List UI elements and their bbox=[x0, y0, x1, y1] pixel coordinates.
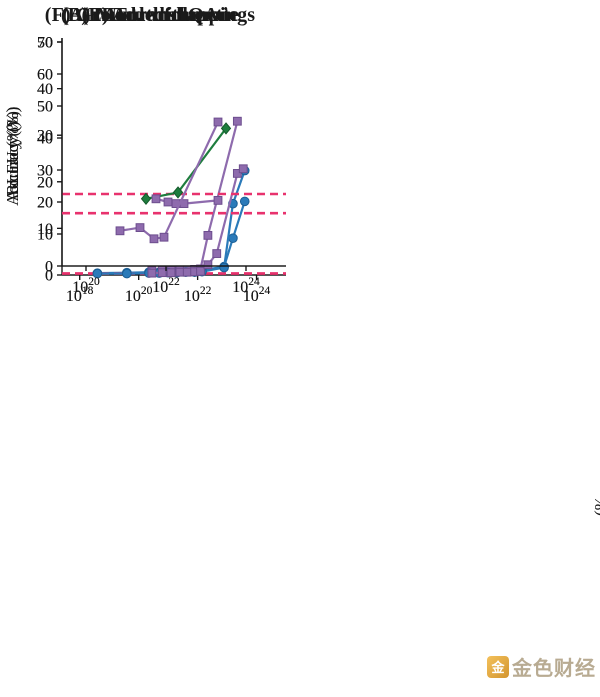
y-tick-label: 20 bbox=[37, 174, 53, 191]
jinse-watermark: 金 金色财经 bbox=[487, 652, 596, 681]
cropped-neighbor-panel-fragment: (% bbox=[591, 496, 600, 516]
cropped-ylabel-text: (% bbox=[591, 496, 600, 516]
y-tick-label: 10 bbox=[37, 227, 53, 244]
data-point-circle bbox=[122, 268, 132, 279]
y-axis-label: Accuracy (%) bbox=[3, 107, 22, 202]
data-point-square bbox=[196, 266, 205, 276]
y-tick-label: 10 bbox=[37, 221, 53, 238]
y-tick-label: 30 bbox=[37, 128, 53, 145]
y-tick-label: 70 bbox=[37, 35, 53, 52]
data-point-diamond bbox=[140, 192, 152, 205]
x-tick-label: 1020 bbox=[125, 285, 153, 305]
y-tick-label: 30 bbox=[37, 163, 53, 180]
x-tick-label: 1020 bbox=[125, 285, 153, 305]
data-point-square bbox=[149, 234, 159, 244]
data-point-square bbox=[135, 223, 145, 232]
x-tick-label: 1020 bbox=[72, 276, 100, 296]
y-tick-label: 50 bbox=[37, 35, 53, 52]
y-tick-label: 50 bbox=[37, 99, 53, 116]
x-tick-label: 1022 bbox=[184, 285, 212, 305]
y-axis-label: Accuracy (%) bbox=[3, 111, 22, 206]
y-axis-label: BLEU (%) bbox=[3, 121, 22, 195]
data-point-square bbox=[166, 268, 176, 278]
x-tick-label: 1018 bbox=[66, 285, 94, 305]
data-point-square bbox=[212, 249, 222, 258]
data-point-square bbox=[159, 232, 169, 242]
y-tick-label: 10 bbox=[37, 221, 53, 238]
data-point-square bbox=[157, 268, 167, 278]
y-axis-label: Accuracy (%) bbox=[3, 107, 22, 202]
x-tick-label: 1024 bbox=[243, 285, 271, 305]
data-point-square bbox=[232, 116, 242, 126]
x-tick-label: 1024 bbox=[243, 285, 271, 305]
jinse-logo-icon: 金 bbox=[487, 655, 509, 678]
x-tick-label: 1022 bbox=[152, 276, 180, 296]
x-tick-label: 1022 bbox=[152, 276, 180, 296]
y-tick-label: 60 bbox=[37, 67, 53, 84]
panel-b-title: (B) IPA transliterate bbox=[60, 4, 240, 26]
data-point-square bbox=[203, 260, 213, 270]
y-tick-label: 0 bbox=[45, 268, 53, 285]
data-point-square bbox=[151, 194, 161, 204]
y-tick-label: 60 bbox=[37, 67, 53, 84]
y-tick-label: 0 bbox=[45, 259, 53, 276]
data-point-diamond bbox=[220, 122, 232, 135]
y-tick-label: 20 bbox=[37, 174, 53, 191]
y-tick-label: 40 bbox=[37, 81, 53, 98]
y-tick-label: 50 bbox=[37, 35, 53, 52]
x-tick-label: 1020 bbox=[72, 276, 100, 296]
watermark-brand-text: 金色财经 bbox=[512, 656, 596, 680]
data-point-square bbox=[213, 196, 223, 205]
x-tick-label: 1018 bbox=[66, 285, 94, 305]
data-point-circle bbox=[92, 268, 103, 279]
y-tick-label: 70 bbox=[37, 35, 53, 52]
data-point-square bbox=[147, 268, 157, 278]
y-tick-label: 40 bbox=[37, 81, 53, 98]
y-tick-label: 30 bbox=[37, 128, 53, 145]
y-tick-label: 40 bbox=[37, 131, 53, 148]
x-tick-label: 1022 bbox=[184, 285, 212, 305]
y-tick-label: 30 bbox=[37, 163, 53, 180]
data-point-square bbox=[213, 117, 223, 127]
data-point-circle bbox=[239, 196, 250, 207]
y-tick-label: 50 bbox=[37, 99, 53, 116]
y-tick-label: 0 bbox=[45, 268, 53, 285]
data-point-square bbox=[115, 226, 125, 236]
x-tick-label: 1024 bbox=[232, 276, 260, 296]
data-point-square bbox=[238, 164, 248, 174]
panel-a-title: (A) Mod. arithmetic bbox=[62, 4, 238, 26]
data-point-circle bbox=[219, 262, 229, 273]
y-tick-label: 40 bbox=[37, 131, 53, 148]
panel-f-title: (F) Grounded mappings bbox=[44, 4, 256, 26]
data-point-square bbox=[203, 230, 213, 240]
y-tick-label: 10 bbox=[37, 227, 53, 244]
x-tick-label: 1024 bbox=[232, 276, 260, 296]
y-tick-label: 20 bbox=[37, 195, 53, 212]
y-tick-label: 0 bbox=[45, 259, 53, 276]
y-tick-label: 20 bbox=[37, 195, 53, 212]
data-point-diamond bbox=[172, 186, 184, 199]
panel-e-title: (E) TruthfulQA bbox=[81, 4, 219, 26]
data-point-square bbox=[232, 169, 242, 178]
series-line-purple-squares bbox=[119, 121, 219, 240]
panel-grounded-mappings: (F) Grounded mappings 0 10 20 30 40 50 60 70 102… bbox=[0, 0, 300, 321]
